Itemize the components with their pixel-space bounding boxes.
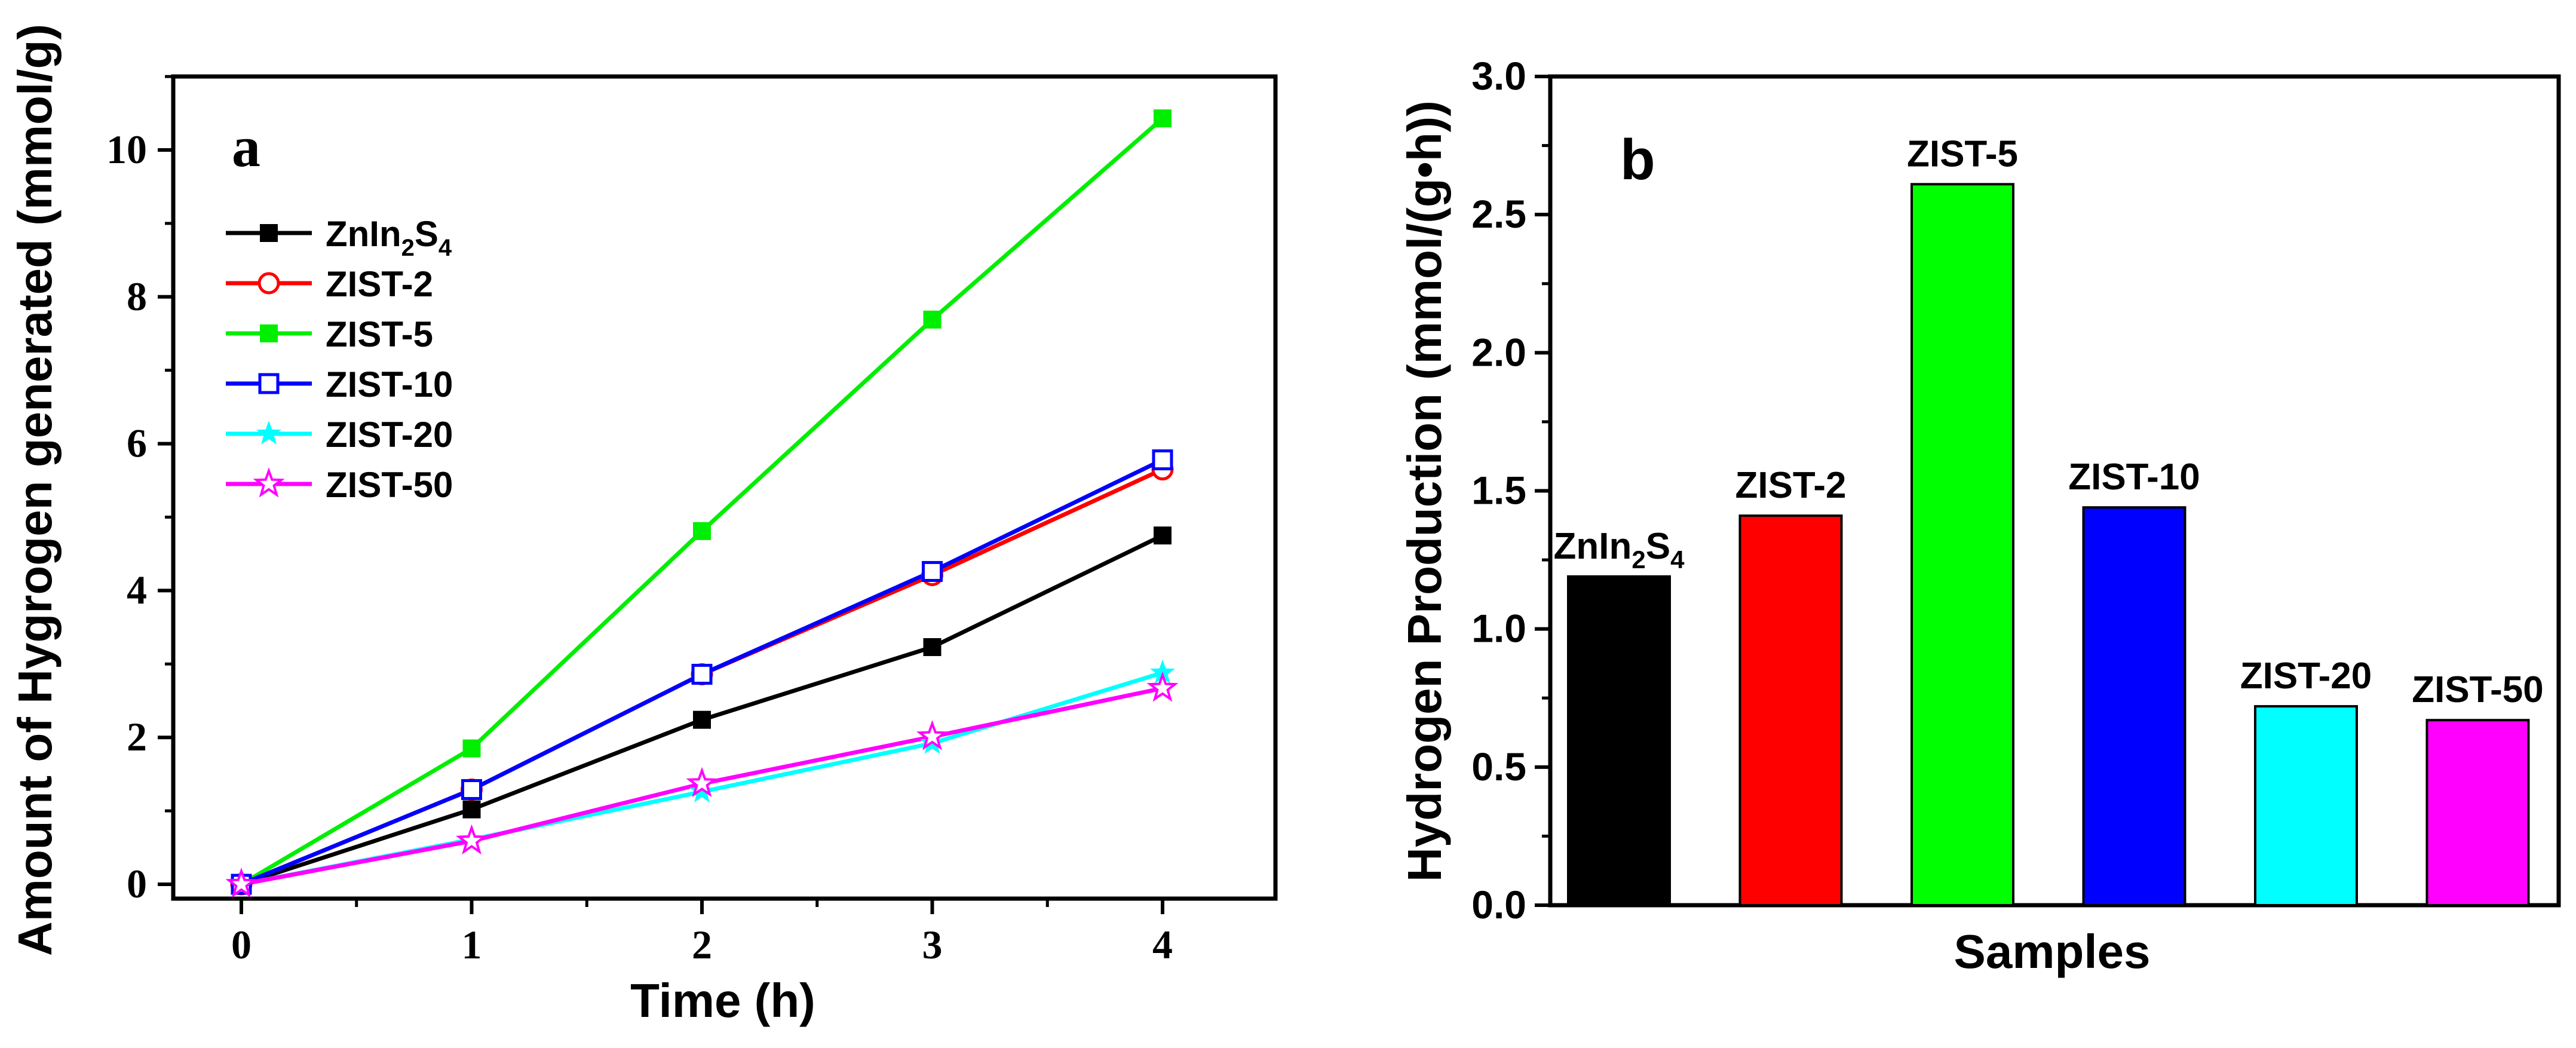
x-axis-label-b: Samples: [1954, 925, 2150, 978]
y-tick-label-b: 0.0: [1471, 882, 1526, 927]
data-point-ZnIn2S4: [462, 800, 481, 819]
bar-ZIST-2: [1738, 514, 1843, 906]
data-point-ZIST-50: [916, 720, 948, 750]
data-point-ZIST-5: [923, 310, 942, 329]
legend-marker-ZIST-10: [258, 373, 280, 394]
legend-label-ZIST-10: ZIST-10: [326, 364, 453, 405]
y-axis-label-a: Amount of Hygrogen generated (mmol/g): [8, 24, 62, 956]
data-point-ZnIn2S4: [1154, 526, 1172, 545]
series-line-ZnIn2S4: [240, 534, 1164, 887]
data-point-ZIST-5: [462, 739, 481, 758]
y-axis-label-b: Hydrogen Production (mmol/(g•h)): [1398, 100, 1451, 882]
legend-label-ZIST-20: ZIST-20: [326, 415, 453, 455]
x-tick-label-a: 0: [231, 922, 252, 967]
bar-label-ZnIn2S4: ZnIn2S4: [1554, 526, 1685, 574]
bar-label-ZIST-2: ZIST-2: [1735, 465, 1846, 506]
x-axis-label-a: Time (h): [630, 974, 815, 1027]
bar-ZIST-20: [2254, 705, 2358, 906]
data-point-ZIST-5: [693, 522, 711, 540]
series-markers-a: [225, 109, 1179, 898]
data-point-ZIST-10: [691, 664, 713, 685]
bars-b: [1567, 183, 2530, 907]
legend-label-ZIST-2: ZIST-2: [326, 264, 433, 304]
data-point-ZnIn2S4: [693, 710, 711, 729]
panel-b-bar-chart: 0.0 0.5 1.0 1.5 2.0 2.5 3.0 ZnIn2S4 ZIST-2 ZIST-…: [1398, 54, 2561, 978]
data-point-ZIST-10: [461, 779, 482, 800]
y-tick-label-b: 3.0: [1471, 54, 1526, 98]
bar-ZIST-50: [2425, 719, 2530, 907]
legend-label-ZIST-5: ZIST-5: [326, 314, 433, 354]
data-point-ZIST-10: [922, 560, 943, 582]
axis-ticks-b: 0.0 0.5 1.0 1.5 2.0 2.5 3.0: [1471, 54, 1550, 927]
y-tick-label-a: 2: [127, 714, 147, 759]
y-tick-label-a: 4: [127, 567, 147, 612]
y-tick-label-b: 1.0: [1471, 606, 1526, 651]
bar-label-ZIST-50: ZIST-50: [2412, 669, 2544, 710]
y-tick-label-a: 0: [127, 861, 147, 906]
y-tick-label-b: 2.0: [1471, 330, 1526, 374]
bar-ZIST-10: [2082, 506, 2186, 906]
data-point-ZnIn2S4: [923, 638, 942, 657]
data-point-ZIST-10: [1152, 449, 1173, 471]
x-tick-label-a: 3: [922, 922, 943, 967]
panel-label-b: b: [1620, 128, 1655, 192]
axis-ticks-a: 0 1 2 3 4 0 2 4 6 8 10: [106, 75, 1173, 967]
x-tick-label-a: 2: [692, 922, 712, 967]
bar-label-ZIST-10: ZIST-10: [2068, 456, 2200, 498]
legend-marker-ZIST-2: [257, 272, 280, 295]
plot-frame-b: [1548, 74, 2561, 908]
data-point-ZIST-50: [225, 868, 257, 898]
legend-marker-ZIST-50: [253, 467, 285, 498]
x-tick-label-a: 1: [462, 922, 482, 967]
legend-label-ZIST-50: ZIST-50: [326, 465, 453, 505]
data-point-ZIST-50: [456, 824, 487, 855]
panel-label-a: a: [232, 115, 260, 179]
y-tick-label-a: 6: [127, 421, 147, 466]
y-tick-label-b: 1.5: [1471, 468, 1526, 513]
y-tick-label-b: 2.5: [1471, 192, 1526, 236]
bar-labels-b: ZnIn2S4 ZIST-2 ZIST-5 ZIST-10 ZIST-20 ZIST-50: [1554, 133, 2544, 710]
data-point-ZIST-50: [1146, 672, 1179, 702]
legend-marker-ZnIn2S4: [260, 224, 278, 242]
data-point-ZIST-20: [1150, 660, 1175, 684]
y-tick-label-b: 0.5: [1471, 744, 1526, 789]
bar-ZnIn2S4: [1567, 575, 1671, 906]
legend-marker-ZIST-20: [256, 421, 281, 445]
bar-label-ZIST-20: ZIST-20: [2240, 655, 2372, 697]
legend-marker-ZIST-5: [260, 324, 278, 342]
bar-ZIST-5: [1910, 183, 2014, 906]
x-tick-label-a: 4: [1152, 922, 1173, 967]
plot-frame-a: [171, 74, 1278, 901]
y-tick-label-a: 8: [127, 274, 147, 319]
legend-label-ZnIn2S4: ZnIn2S4: [326, 214, 452, 261]
data-point-ZIST-50: [686, 767, 718, 798]
y-tick-label-a: 10: [106, 127, 147, 172]
bar-label-ZIST-5: ZIST-5: [1907, 133, 2018, 174]
data-point-ZIST-5: [1154, 109, 1172, 128]
